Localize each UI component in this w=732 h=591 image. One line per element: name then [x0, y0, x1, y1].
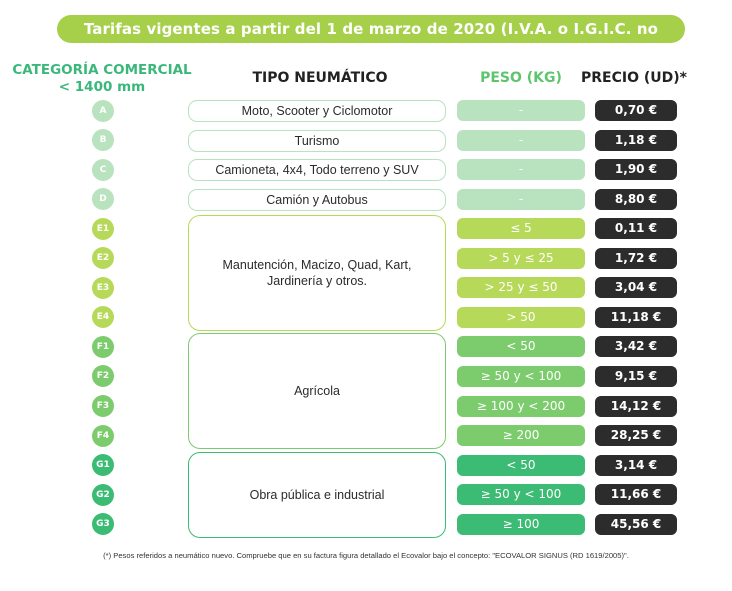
- peso-cell: > 5 y ≤ 25: [457, 247, 585, 269]
- precio-cell: 0,11 €: [595, 218, 677, 240]
- peso-cell: ≥ 100: [457, 513, 585, 535]
- category-badge: B: [92, 129, 114, 152]
- category-badge: C: [92, 158, 114, 181]
- category-badge: F2: [92, 365, 114, 388]
- peso-cell: -: [457, 159, 585, 181]
- precio-cell: 1,72 €: [595, 247, 677, 269]
- peso-cell: ≥ 200: [457, 425, 585, 447]
- precio-cell: 3,42 €: [595, 336, 677, 358]
- peso-cell: ≥ 50 y < 100: [457, 484, 585, 506]
- category-badge: E3: [92, 276, 114, 299]
- precio-cell: 0,70 €: [595, 100, 677, 121]
- peso-cell: > 50: [457, 306, 585, 328]
- precio-cell: 28,25 €: [595, 425, 677, 447]
- peso-cell: -: [457, 188, 585, 210]
- precio-cell: 1,90 €: [595, 159, 677, 181]
- category-badge: E4: [92, 306, 114, 329]
- header-categoria: CATEGORÍA COMERCIAL < 1400 mm: [4, 62, 200, 96]
- header-tipo: TIPO NEUMÁTICO: [252, 70, 388, 86]
- category-badge: G3: [92, 513, 114, 536]
- footnote: (*) Pesos referidos a neumático nuevo. C…: [103, 551, 629, 560]
- tipo-neumatico-box: Agrícola: [188, 333, 446, 450]
- category-badge: F4: [92, 424, 114, 447]
- category-badge: A: [92, 99, 114, 122]
- tipo-neumatico-box: Camión y Autobus: [188, 188, 446, 211]
- peso-cell: > 25 y ≤ 50: [457, 277, 585, 299]
- tipo-neumatico-box: Obra pública e industrial: [188, 451, 446, 538]
- precio-cell: 8,80 €: [595, 188, 677, 210]
- category-badge: F3: [92, 395, 114, 417]
- category-badge: F1: [92, 335, 114, 358]
- tipo-neumatico-box: Manutención, Macizo, Quad, Kart, Jardine…: [188, 215, 446, 331]
- precio-cell: 11,66 €: [595, 484, 677, 506]
- precio-cell: 9,15 €: [595, 365, 677, 387]
- header-precio: PRECIO (UD)*: [581, 70, 687, 86]
- category-badge: D: [92, 188, 114, 211]
- precio-cell: 14,12 €: [595, 395, 677, 417]
- precio-cell: 3,04 €: [595, 277, 677, 299]
- peso-cell: -: [457, 100, 585, 121]
- header-categoria-line2: < 1400 mm: [58, 79, 146, 95]
- precio-cell: 11,18 €: [595, 306, 677, 328]
- category-badge: G1: [92, 454, 114, 477]
- peso-cell: ≤ 5: [457, 218, 585, 240]
- category-badge: E2: [92, 247, 114, 270]
- peso-cell: < 50: [457, 336, 585, 358]
- precio-cell: 1,18 €: [595, 129, 677, 151]
- header-peso: PESO (KG): [480, 70, 562, 86]
- tipo-neumatico-box: Turismo: [188, 129, 446, 152]
- tipo-neumatico-box: Moto, Scooter y Ciclomotor: [188, 100, 446, 122]
- tipo-neumatico-box: Camioneta, 4x4, Todo terreno y SUV: [188, 159, 446, 182]
- peso-cell: -: [457, 129, 585, 151]
- header-categoria-line1: CATEGORÍA COMERCIAL: [12, 62, 192, 78]
- tariff-banner: Tarifas vigentes a partir del 1 de marzo…: [57, 15, 685, 66]
- peso-cell: < 50: [457, 454, 585, 476]
- category-badge: E1: [92, 217, 114, 240]
- precio-cell: 45,56 €: [595, 513, 677, 535]
- precio-cell: 3,14 €: [595, 454, 677, 476]
- peso-cell: ≥ 50 y < 100: [457, 365, 585, 387]
- category-badge: G2: [92, 483, 114, 506]
- peso-cell: ≥ 100 y < 200: [457, 395, 585, 417]
